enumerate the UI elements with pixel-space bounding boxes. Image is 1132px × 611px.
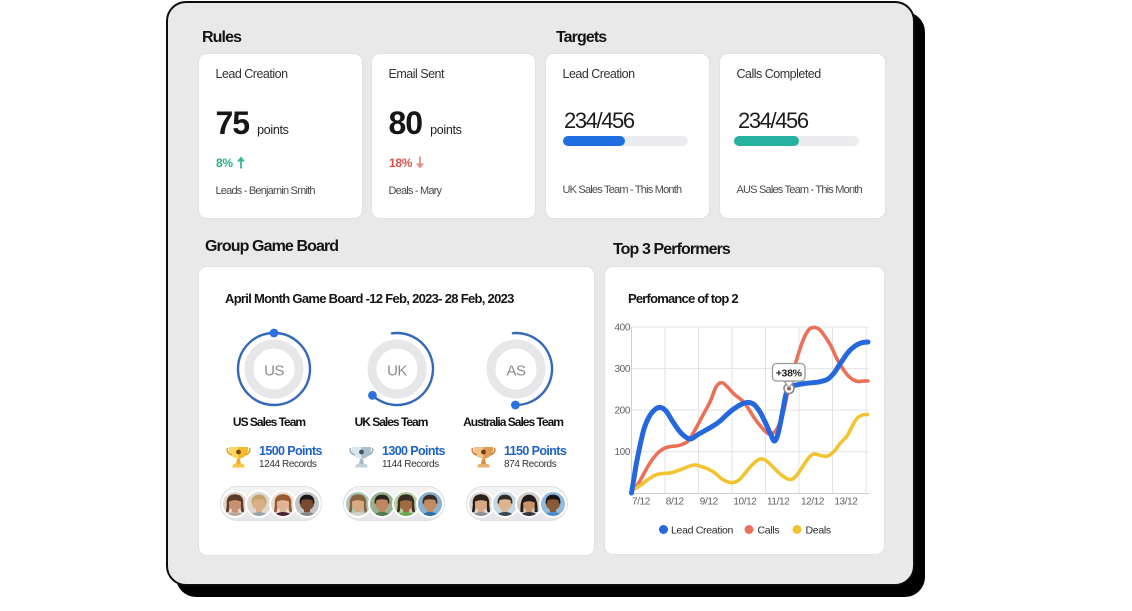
svg-text:Deals: Deals	[806, 525, 831, 537]
svg-text:AS: AS	[506, 363, 526, 380]
svg-text:12/12: 12/12	[801, 497, 825, 508]
svg-text:8/12: 8/12	[666, 497, 685, 508]
svg-text:11/12: 11/12	[767, 497, 790, 508]
svg-text:300: 300	[615, 364, 631, 375]
svg-text:13/12: 13/12	[834, 497, 858, 508]
svg-text:+38%: +38%	[776, 367, 803, 379]
svg-text:UK: UK	[387, 363, 407, 380]
svg-text:10/12: 10/12	[733, 497, 757, 508]
svg-text:US: US	[264, 363, 284, 380]
svg-text:7/12: 7/12	[632, 497, 651, 508]
svg-text:Lead Creation: Lead Creation	[671, 525, 734, 537]
svg-text:Calls: Calls	[758, 525, 780, 537]
svg-text:9/12: 9/12	[700, 497, 719, 508]
svg-text:400: 400	[615, 323, 631, 334]
svg-text:100: 100	[615, 447, 631, 458]
svg-text:200: 200	[615, 406, 631, 417]
